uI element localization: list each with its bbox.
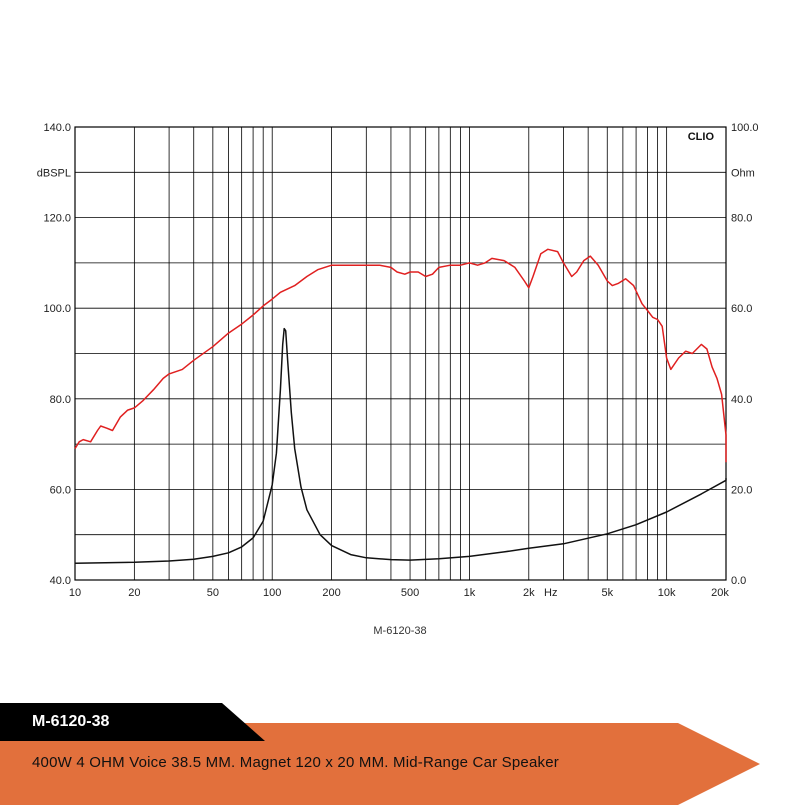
chart-svg: 40.0 60.0 80.0 100.0 120.0 140.0 0.0 20.0 40.0 60… <box>37 122 759 599</box>
x-tick-label: 20 <box>128 587 140 599</box>
model-label: M-6120-38 <box>32 713 110 730</box>
y-right-tick-label: 80.0 <box>731 213 752 225</box>
x-tick-label: 100 <box>263 587 281 599</box>
y-right-tick-label: 0.0 <box>731 575 746 587</box>
y-left-tick-label: 80.0 <box>50 394 71 406</box>
y-right-unit-label: Ohm <box>731 167 755 179</box>
x-tick-label: 10k <box>658 587 676 599</box>
x-tick-label: 500 <box>401 587 419 599</box>
chart-caption: M-6120-38 <box>373 625 427 637</box>
y-right-tick-label: 40.0 <box>731 394 752 406</box>
spl-curve <box>74 248 727 463</box>
model-banner-shape <box>0 703 265 741</box>
y-left-tick-label: 140.0 <box>43 122 71 134</box>
y-left-unit-label: dBSPL <box>37 167 71 179</box>
y-right-tick-label: 100.0 <box>731 122 759 134</box>
model-banner: M-6120-38 <box>0 703 265 741</box>
y-left-tick-label: 120.0 <box>43 213 71 225</box>
description-text: 400W 4 OHM Voice 38.5 MM. Magnet 120 x 2… <box>32 754 559 771</box>
y-left-tick-label: 100.0 <box>43 303 71 315</box>
y-right-tick-label: 20.0 <box>731 484 752 496</box>
plot-frame <box>74 126 727 581</box>
impedance-curve <box>74 327 727 564</box>
x-tick-label: 5k <box>601 587 613 599</box>
x-tick-label: 2k <box>523 587 535 599</box>
x-tick-label: 20k <box>711 587 729 599</box>
y-left-tick-label: 40.0 <box>50 575 71 587</box>
x-unit-label: Hz <box>544 587 557 599</box>
y-left-tick-label: 60.0 <box>50 484 71 496</box>
x-tick-label: 1k <box>464 587 476 599</box>
y-right-tick-label: 60.0 <box>731 303 752 315</box>
x-tick-label: 200 <box>322 587 340 599</box>
x-tick-label: 50 <box>207 587 219 599</box>
x-tick-label: 10 <box>69 587 81 599</box>
frequency-response-chart: 40.0 60.0 80.0 100.0 120.0 140.0 0.0 20.0 40.0 60… <box>37 122 759 599</box>
brand-label: CLIO <box>688 131 715 143</box>
